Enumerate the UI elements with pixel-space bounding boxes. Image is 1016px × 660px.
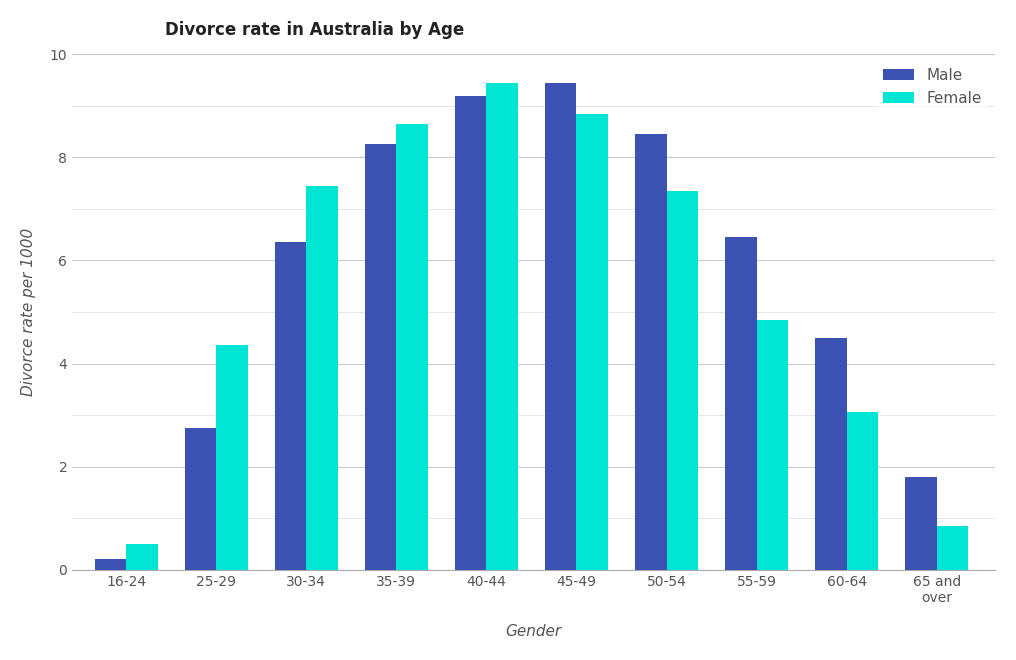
- Text: Divorce rate in Australia by Age: Divorce rate in Australia by Age: [165, 21, 463, 39]
- Legend: Male, Female: Male, Female: [877, 62, 988, 112]
- Bar: [545, 82, 576, 570]
- Bar: [666, 191, 698, 570]
- Bar: [487, 82, 518, 570]
- Bar: [307, 185, 338, 570]
- Bar: [455, 96, 487, 570]
- Bar: [274, 242, 307, 570]
- Bar: [576, 114, 608, 570]
- Bar: [905, 477, 937, 570]
- X-axis label: Gender: Gender: [506, 624, 562, 639]
- Bar: [635, 134, 666, 570]
- Bar: [815, 338, 846, 570]
- Bar: [937, 526, 968, 570]
- Bar: [725, 237, 757, 570]
- Bar: [216, 345, 248, 570]
- Bar: [396, 124, 428, 570]
- Bar: [94, 560, 126, 570]
- Bar: [757, 319, 788, 570]
- Bar: [126, 544, 157, 570]
- Y-axis label: Divorce rate per 1000: Divorce rate per 1000: [21, 228, 36, 396]
- Bar: [846, 412, 878, 570]
- Bar: [185, 428, 216, 570]
- Bar: [365, 145, 396, 570]
